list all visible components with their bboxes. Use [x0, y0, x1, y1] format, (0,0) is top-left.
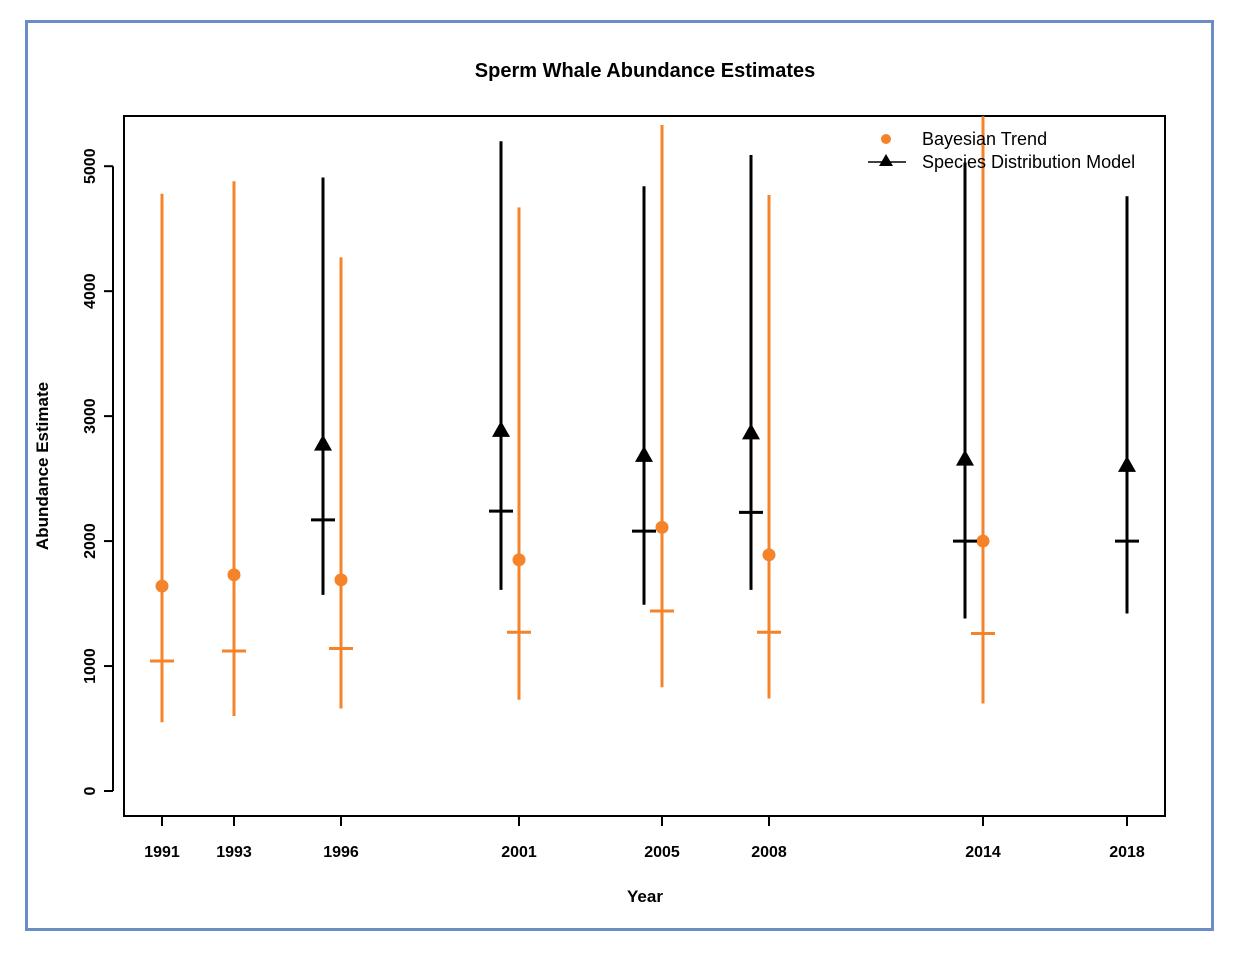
sdm-point: [1118, 455, 1136, 472]
legend-sdm-marker: [879, 154, 893, 166]
bayesian-point: [762, 548, 776, 562]
figure-frame: [25, 20, 1214, 931]
bayesian-point: [976, 534, 990, 548]
sdm-point: [742, 423, 760, 440]
y-tick-label: 0: [82, 786, 99, 795]
x-tick-label: 1991: [144, 844, 180, 861]
x-tick-label: 1993: [216, 844, 252, 861]
bayesian-point: [512, 553, 526, 567]
x-tick-label: 2008: [751, 844, 787, 861]
legend-bayesian-marker: [881, 134, 891, 144]
plot-marks: [150, 116, 1139, 723]
y-axis: 0 1000 2000 3000 4000 5000: [82, 148, 114, 795]
sdm-point: [956, 449, 974, 466]
y-tick-label: 3000: [82, 398, 99, 434]
x-tick-label: 1996: [323, 844, 359, 861]
x-tick-label: 2014: [965, 844, 1001, 861]
y-tick-label: 2000: [82, 523, 99, 559]
bayesian-point: [227, 568, 241, 582]
bayesian-point: [334, 573, 348, 587]
sdm-point: [314, 434, 332, 451]
chart-title: Sperm Whale Abundance Estimates: [475, 60, 815, 82]
y-tick-label: 4000: [82, 273, 99, 309]
x-tick-label: 2005: [644, 844, 680, 861]
x-tick-label: 2001: [501, 844, 537, 861]
y-tick-label: 1000: [82, 648, 99, 684]
x-tick-label: 2018: [1109, 844, 1145, 861]
legend: Bayesian Trend Species Distribution Mode…: [868, 129, 1135, 172]
sdm-point: [492, 420, 510, 437]
legend-bayesian-label: Bayesian Trend: [922, 129, 1047, 149]
bayesian-point: [655, 520, 669, 534]
legend-sdm-label: Species Distribution Model: [922, 152, 1135, 172]
plot-area-border: [123, 115, 1166, 817]
y-tick-label: 5000: [82, 148, 99, 184]
x-axis-label: Year: [627, 887, 663, 906]
y-axis-label: Abundance Estimate: [33, 382, 52, 550]
bayesian-point: [155, 579, 169, 593]
x-axis: 1991 1993 1996 2001 2005 2008 2014 2018: [144, 816, 1145, 861]
sdm-point: [635, 445, 653, 462]
